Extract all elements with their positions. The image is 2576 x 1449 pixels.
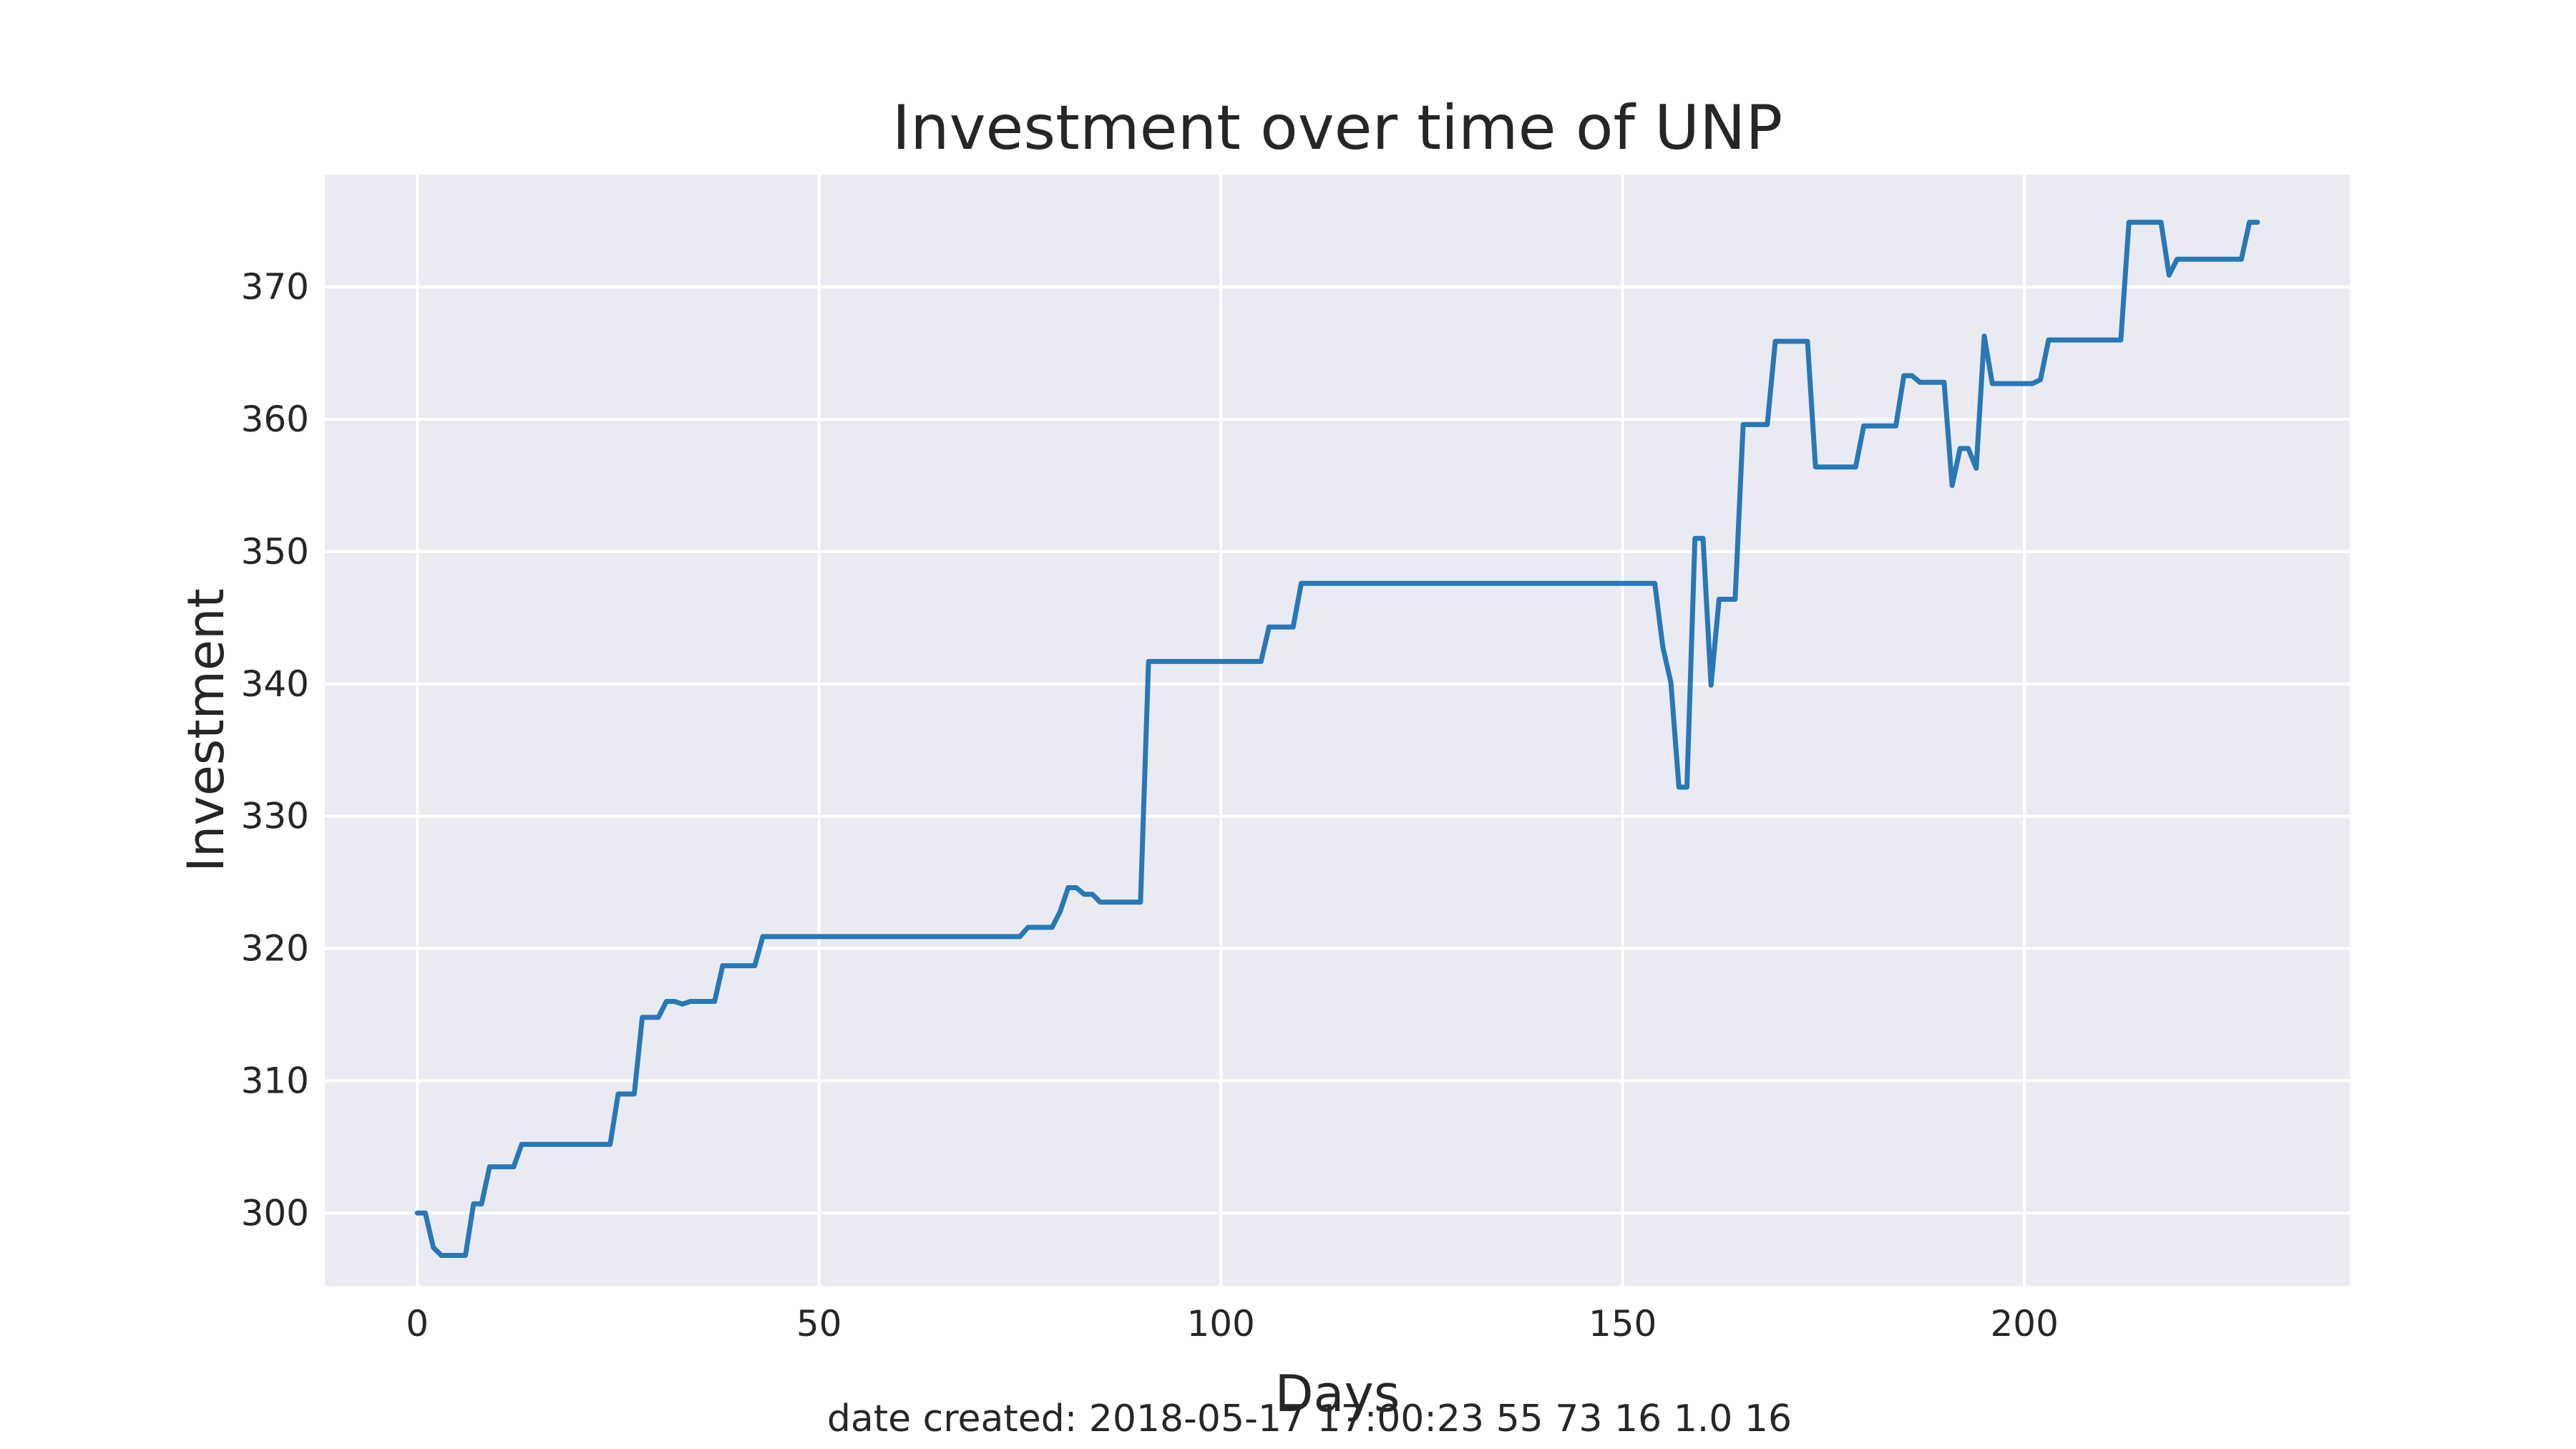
- y-tick-label: 320: [241, 928, 309, 970]
- x-tick-label: 100: [1186, 1303, 1254, 1345]
- investment-line: [414, 220, 2260, 1258]
- y-tick-label: 340: [241, 663, 309, 705]
- y-tick-label: 370: [241, 266, 309, 308]
- y-axis-label: Investment: [177, 588, 235, 872]
- footer-date-created: date created: 2018-05-17 17:00:23 55 73 …: [827, 1397, 1792, 1440]
- plot-area: [325, 175, 2350, 1286]
- x-tick-label: 0: [406, 1303, 429, 1345]
- y-tick-label: 310: [241, 1060, 309, 1101]
- chart-title: Investment over time of UNP: [892, 92, 1783, 164]
- gridlines: [325, 175, 2350, 1286]
- y-tick-label: 360: [241, 399, 309, 440]
- x-tick-label: 200: [1990, 1303, 2058, 1345]
- x-tick-label: 150: [1589, 1303, 1657, 1345]
- tick-labels: 0 50 100 150 200 300 310 320 330 340 350 360 370: [241, 266, 2059, 1345]
- y-tick-label: 350: [241, 531, 309, 572]
- x-axis-label: Days: [1275, 1365, 1400, 1423]
- y-tick-label: 300: [241, 1192, 309, 1234]
- y-tick-label: 330: [241, 796, 309, 837]
- x-tick-label: 50: [796, 1303, 842, 1345]
- series-layer: [414, 220, 2260, 1258]
